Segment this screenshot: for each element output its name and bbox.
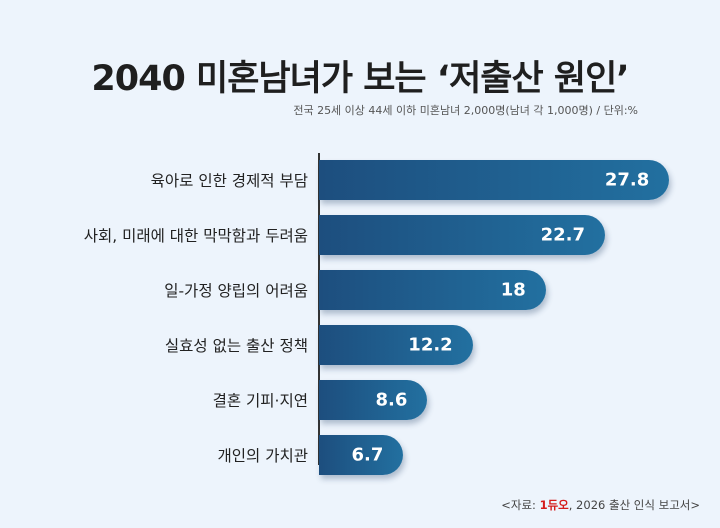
category-label: 실효성 없는 출산 정책: [164, 337, 308, 355]
bar: 18: [319, 270, 546, 310]
data-label: 27.8: [604, 169, 650, 191]
bar: 22.7: [319, 215, 606, 255]
category-label: 개인의 가치관: [217, 447, 309, 465]
bar: 12.2: [319, 325, 473, 365]
source-suffix: , 2026 출산 인식 보고서>: [568, 498, 700, 512]
data-label: 12.2: [408, 334, 453, 356]
data-label: 18: [500, 279, 526, 301]
category-label: 일-가정 양립의 어려움: [164, 282, 308, 300]
category-label: 결혼 기피·지연: [212, 392, 308, 410]
chart-subtitle: 전국 25세 이상 44세 이하 미혼남녀 2,000명(남녀 각 1,000명…: [293, 104, 638, 117]
category-label: 사회, 미래에 대한 막막함과 두려움: [83, 227, 308, 245]
bar: 27.8: [319, 160, 670, 200]
bar: 8.6: [319, 380, 428, 420]
source-prefix: <자료:: [501, 498, 540, 512]
y-axis-line: [318, 153, 320, 465]
source-note: <자료: 1듀오, 2026 출산 인식 보고서>: [501, 497, 700, 513]
duo-logo: 1듀오: [539, 498, 569, 512]
bar: 6.7: [319, 435, 404, 475]
data-label: 8.6: [375, 389, 408, 411]
chart-title: 2040 미혼남녀가 보는 ‘저출산 원인’: [91, 59, 629, 99]
category-label: 육아로 인한 경제적 부담: [150, 172, 308, 190]
data-label: 22.7: [540, 224, 586, 246]
data-label: 6.7: [351, 444, 384, 466]
